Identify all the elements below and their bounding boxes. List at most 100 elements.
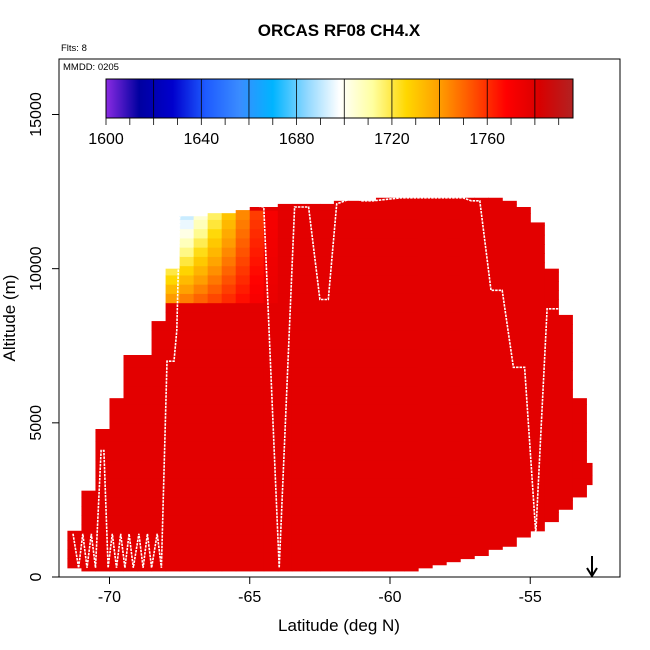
heatmap-cell bbox=[558, 481, 573, 492]
heatmap-cell bbox=[361, 543, 377, 553]
heatmap-cell bbox=[361, 321, 377, 331]
heatmap-cell bbox=[404, 210, 419, 220]
colorbar-tick-label: 1760 bbox=[469, 131, 505, 148]
heatmap-cell bbox=[474, 509, 489, 520]
heatmap-cell bbox=[432, 388, 447, 399]
heatmap-cell bbox=[249, 432, 265, 442]
heatmap-cell bbox=[263, 450, 279, 461]
heatmap-cell bbox=[123, 478, 139, 489]
heatmap-cell bbox=[221, 459, 237, 470]
heatmap-cell bbox=[389, 506, 405, 516]
heatmap-cell bbox=[375, 293, 391, 304]
heatmap-cell bbox=[544, 281, 559, 291]
heatmap-cell bbox=[193, 432, 209, 442]
heatmap-cell bbox=[474, 546, 489, 557]
heatmap-cell bbox=[432, 277, 447, 288]
heatmap-cell bbox=[291, 533, 307, 544]
heatmap-cell bbox=[319, 385, 335, 396]
heatmap-cell bbox=[221, 450, 237, 461]
heatmap-cell bbox=[530, 345, 545, 356]
heatmap-cell bbox=[530, 327, 545, 338]
heatmap-cell bbox=[109, 496, 125, 507]
heatmap-cell bbox=[305, 311, 321, 322]
heatmap-cell bbox=[137, 496, 153, 507]
heatmap-cell bbox=[235, 311, 251, 322]
heatmap-field bbox=[67, 197, 593, 572]
heatmap-cell bbox=[460, 475, 475, 486]
heatmap-cell bbox=[460, 419, 475, 430]
heatmap-cell bbox=[432, 518, 447, 529]
heatmap-cell bbox=[249, 339, 265, 350]
heatmap-cell bbox=[488, 373, 503, 384]
heatmap-cell bbox=[193, 247, 209, 257]
heatmap-cell bbox=[277, 219, 293, 230]
heatmap-cell bbox=[572, 459, 587, 470]
heatmap-cell bbox=[333, 219, 349, 230]
heatmap-cell bbox=[291, 459, 307, 470]
heatmap-cell bbox=[151, 376, 167, 387]
heatmap-cell bbox=[460, 364, 475, 375]
heatmap-cell bbox=[305, 367, 321, 378]
heatmap-cell bbox=[235, 515, 251, 526]
heatmap-cell bbox=[474, 296, 489, 307]
heatmap-cell bbox=[432, 203, 447, 214]
heatmap-cell bbox=[291, 395, 307, 405]
heatmap-cell bbox=[305, 450, 321, 461]
heatmap-cell bbox=[263, 367, 279, 378]
heatmap-cell bbox=[502, 213, 517, 224]
heatmap-cell bbox=[460, 290, 475, 301]
heatmap-cell bbox=[291, 432, 307, 442]
heatmap-cell bbox=[221, 404, 237, 415]
heatmap-cell bbox=[361, 265, 377, 276]
heatmap-cell bbox=[263, 302, 279, 313]
heatmap-cell bbox=[319, 459, 335, 470]
heatmap-cell bbox=[389, 348, 405, 359]
heatmap-cell bbox=[221, 478, 237, 489]
heatmap-cell bbox=[572, 441, 587, 452]
heatmap-cell bbox=[207, 348, 223, 359]
heatmap-cell bbox=[544, 382, 559, 393]
heatmap-cell bbox=[95, 429, 111, 433]
heatmap-cell bbox=[291, 404, 307, 415]
heatmap-cell bbox=[305, 330, 321, 341]
heatmap-cell bbox=[165, 385, 181, 396]
heatmap-cell bbox=[207, 247, 223, 257]
heatmap-cell bbox=[474, 240, 489, 251]
heatmap-cell bbox=[474, 361, 489, 372]
heatmap-cell bbox=[207, 274, 223, 285]
heatmap-cell bbox=[291, 265, 307, 276]
heatmap-cell bbox=[95, 515, 111, 526]
heatmap-cell bbox=[109, 422, 125, 433]
heatmap-cell bbox=[305, 506, 321, 516]
heatmap-cell bbox=[404, 200, 419, 211]
heatmap-cell bbox=[249, 265, 265, 276]
heatmap-cell bbox=[123, 413, 139, 424]
heatmap-cell bbox=[530, 262, 545, 273]
heatmap-cell bbox=[235, 552, 251, 563]
heatmap-cell bbox=[460, 456, 475, 467]
heatmap-cell bbox=[418, 484, 433, 495]
heatmap-cell bbox=[361, 422, 377, 433]
heatmap-cell bbox=[165, 432, 181, 442]
heatmap-cell bbox=[446, 404, 461, 415]
heatmap-cell bbox=[516, 333, 531, 344]
colorbar-tick-label: 1720 bbox=[374, 131, 410, 148]
heatmap-cell bbox=[263, 506, 279, 516]
heatmap-cell bbox=[235, 506, 251, 516]
heatmap-cell bbox=[432, 462, 447, 473]
heatmap-cell bbox=[558, 370, 573, 381]
heatmap-cell bbox=[516, 379, 531, 390]
heatmap-cell bbox=[347, 376, 363, 387]
heatmap-cell bbox=[389, 478, 405, 489]
heatmap-cell bbox=[277, 237, 293, 248]
heatmap-cell bbox=[291, 321, 307, 331]
heatmap-cell bbox=[277, 524, 293, 535]
heatmap-cell bbox=[460, 244, 475, 254]
heatmap-cell bbox=[207, 395, 223, 405]
heatmap-cell bbox=[446, 302, 461, 313]
heatmap-cell bbox=[432, 231, 447, 242]
heatmap-cell bbox=[207, 358, 223, 368]
heatmap-cell bbox=[418, 410, 433, 421]
heatmap-cell bbox=[319, 348, 335, 359]
heatmap-cell bbox=[179, 302, 195, 313]
